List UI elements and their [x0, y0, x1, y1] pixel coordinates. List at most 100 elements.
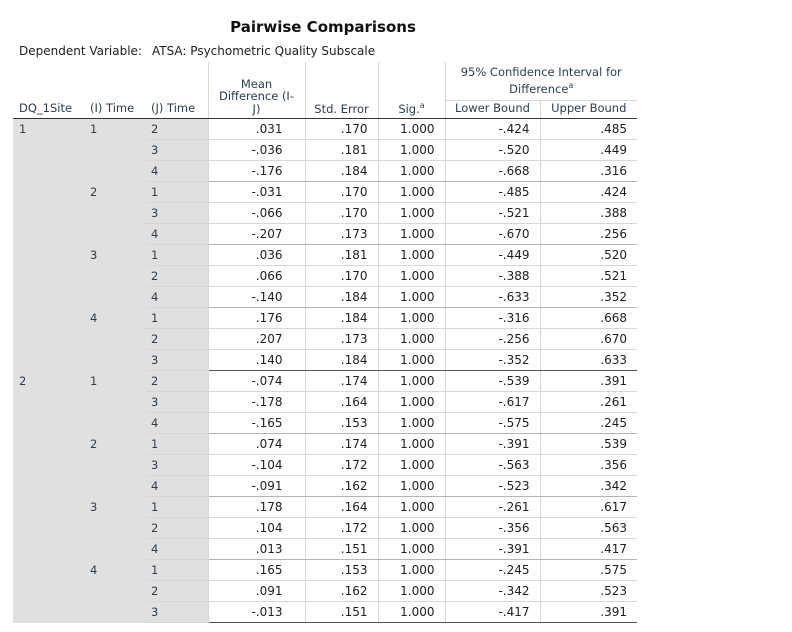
- cell-upper-bound: .391: [539, 601, 637, 623]
- col-header-confidence-interval: 95% Confidence Interval for Differencea: [444, 62, 637, 101]
- cell-std-error: .184: [304, 160, 378, 182]
- cell-mean-difference: .104: [207, 517, 305, 539]
- cell-sig: 1.000: [377, 412, 445, 434]
- cell-sig: 1.000: [377, 517, 445, 539]
- cell-upper-bound: .391: [539, 370, 637, 392]
- table-row: 4 -.176.184 1.000 -.668.316: [13, 160, 637, 182]
- cell-sig: 1.000: [377, 223, 445, 245]
- cell-upper-bound: .520: [539, 244, 637, 266]
- cell-std-error: .184: [304, 286, 378, 308]
- cell-lower-bound: -.485: [444, 181, 540, 203]
- table-row: 2 1.074.174 1.000 -.391.539: [13, 433, 637, 497]
- col-header-lower-bound: Lower Bound: [444, 100, 540, 118]
- cell-std-error: .173: [304, 328, 378, 350]
- cell-lower-bound: -.523: [444, 475, 540, 497]
- cell-mean-difference: -.176: [207, 160, 305, 182]
- cell-mean-difference: .013: [207, 538, 305, 560]
- cell-lower-bound: -.449: [444, 244, 540, 266]
- table-row: 4 -.165.153 1.000 -.575.245: [13, 412, 637, 434]
- cell-upper-bound: .521: [539, 265, 637, 287]
- mean-diff-line1: Mean: [240, 76, 273, 91]
- cell-i-time: 1: [84, 370, 145, 434]
- cell-sig: 1.000: [377, 580, 445, 602]
- table-row: 2.091.162 1.000 -.342.523: [13, 580, 637, 602]
- cell-mean-difference: -.066: [207, 202, 305, 224]
- cell-j-time: 3: [145, 601, 208, 623]
- mean-diff-line2: Difference (I-: [219, 89, 294, 103]
- dependent-variable-value: ATSA: Psychometric Quality Subscale: [151, 44, 376, 58]
- cell-sig: 1.000: [377, 202, 445, 224]
- cell-upper-bound: .261: [539, 391, 637, 413]
- cell-j-time: 4: [145, 538, 208, 560]
- cell-i-time: 2: [84, 433, 145, 497]
- col-header-site: DQ_1Site: [19, 101, 73, 115]
- cell-mean-difference: -.104: [207, 454, 305, 476]
- table-row: 4 -.207.173 1.000 -.670.256: [13, 223, 637, 245]
- cell-mean-difference: -.140: [207, 286, 305, 308]
- cell-upper-bound: .356: [539, 454, 637, 476]
- cell-upper-bound: .575: [539, 559, 637, 581]
- cell-j-time: 2: [145, 517, 208, 539]
- cell-upper-bound: .256: [539, 223, 637, 245]
- cell-lower-bound: -.342: [444, 580, 540, 602]
- cell-std-error: .174: [304, 370, 378, 392]
- cell-upper-bound: .417: [539, 538, 637, 560]
- cell-std-error: .181: [304, 139, 378, 161]
- cell-mean-difference: -.074: [207, 370, 305, 392]
- cell-upper-bound: .316: [539, 160, 637, 182]
- table-row: 4 1.176.184 1.000 -.316.668: [13, 307, 637, 371]
- cell-mean-difference: .066: [207, 265, 305, 287]
- cell-j-time: 1: [145, 244, 208, 266]
- cell-mean-difference: .207: [207, 328, 305, 350]
- col-header-std-error: Std. Error: [304, 62, 378, 118]
- cell-mean-difference: .036: [207, 244, 305, 266]
- col-header-upper-bound: Upper Bound: [539, 100, 637, 118]
- cell-std-error: .170: [304, 202, 378, 224]
- cell-j-time: 4: [145, 412, 208, 434]
- cell-lower-bound: -.316: [444, 307, 540, 329]
- cell-lower-bound: -.670: [444, 223, 540, 245]
- cell-j-time: 1: [145, 181, 208, 203]
- cell-sig: 1.000: [377, 181, 445, 203]
- table-row: 3 -.066.170 1.000 -.521.388: [13, 202, 637, 224]
- cell-j-time: 2: [145, 370, 208, 392]
- cell-lower-bound: -.391: [444, 433, 540, 455]
- cell-mean-difference: -.165: [207, 412, 305, 434]
- cell-lower-bound: -.563: [444, 454, 540, 476]
- cell-lower-bound: -.668: [444, 160, 540, 182]
- cell-mean-difference: -.031: [207, 181, 305, 203]
- cell-j-time: 2: [145, 580, 208, 602]
- table-row: 2 1 -.031.170 1.000 -.485.424: [13, 181, 637, 245]
- cell-lower-bound: -.391: [444, 538, 540, 560]
- col-header-mean-difference: Mean Difference (I- J): [207, 62, 305, 118]
- cell-lower-bound: -.256: [444, 328, 540, 350]
- cell-sig: 1.000: [377, 454, 445, 476]
- cell-j-time: 3: [145, 202, 208, 224]
- cell-std-error: .184: [304, 349, 378, 371]
- ci-footnote: a: [568, 81, 574, 90]
- table-row: 4.013.151 1.000 -.391.417: [13, 538, 637, 560]
- table-row: 2.066.170 1.000 -.388.521: [13, 265, 637, 287]
- table-row: 4 -.091.162 1.000 -.523.342: [13, 475, 637, 497]
- cell-lower-bound: -.617: [444, 391, 540, 413]
- table-title: Pairwise Comparisons: [230, 18, 416, 36]
- cell-sig: 1.000: [377, 559, 445, 581]
- cell-site: 2: [13, 370, 84, 623]
- table-row: 3 -.036.181 1.000 -.520.449: [13, 139, 637, 161]
- cell-j-time: 2: [145, 328, 208, 350]
- cell-lower-bound: -.424: [444, 118, 540, 140]
- table-body: 1 1 2.031.170 1.000 -.424.485 3 -.036.181 1.000…: [13, 118, 637, 623]
- cell-j-time: 2: [145, 265, 208, 287]
- cell-lower-bound: -.633: [444, 286, 540, 308]
- cell-std-error: .181: [304, 244, 378, 266]
- cell-upper-bound: .539: [539, 433, 637, 455]
- cell-mean-difference: -.178: [207, 391, 305, 413]
- cell-mean-difference: -.013: [207, 601, 305, 623]
- cell-mean-difference: -.036: [207, 139, 305, 161]
- table-row: 4 -.140.184 1.000 -.633.352: [13, 286, 637, 308]
- cell-sig: 1.000: [377, 475, 445, 497]
- ci-line2: Difference: [509, 81, 569, 96]
- cell-std-error: .162: [304, 475, 378, 497]
- cell-j-time: 2: [145, 118, 208, 140]
- cell-lower-bound: -.261: [444, 496, 540, 518]
